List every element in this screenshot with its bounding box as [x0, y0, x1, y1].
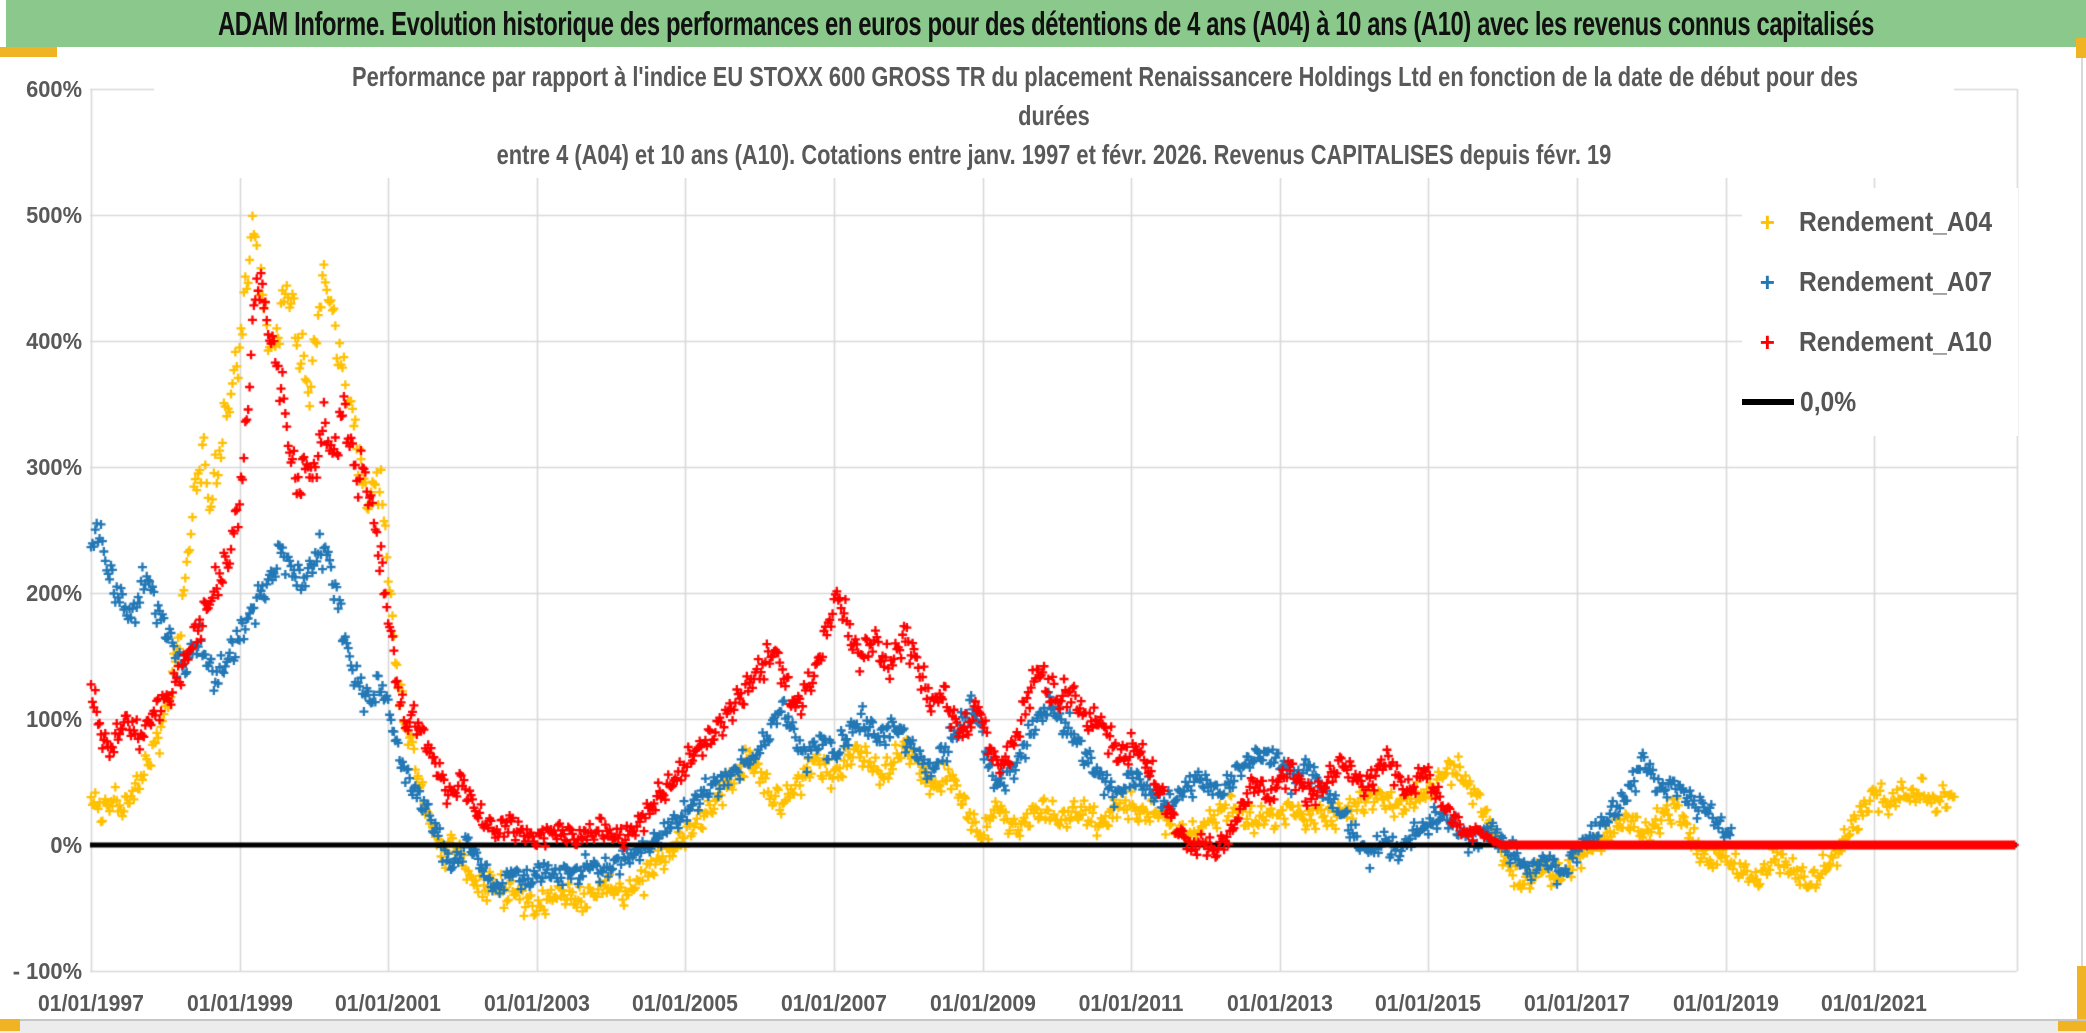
- bottom-strip: [0, 1019, 2086, 1033]
- chart-title: Performance par rapport à l'indice EU ST…: [154, 57, 1954, 178]
- x-tick-label: 01/01/2007: [781, 990, 887, 1016]
- legend-label: 0,0%: [1800, 386, 1857, 417]
- chart-title-line-3: entre 4 (A04) et 10 ans (A10). Cotations…: [496, 139, 1612, 170]
- gold-accent-top-right: [2076, 38, 2086, 58]
- gold-accent-under-banner: [0, 47, 57, 57]
- plus-marker-red-icon: +: [1759, 327, 1775, 357]
- x-tick-label: 01/01/2011: [1078, 990, 1184, 1016]
- legend-item-rendement-a04[interactable]: + Rendement_A04: [1742, 192, 2018, 252]
- y-tick-label: - 100%: [12, 958, 83, 984]
- y-tick-label: 600%: [26, 76, 82, 102]
- x-tick-label: 01/01/2003: [483, 990, 590, 1016]
- gold-accent-bottom-left: [0, 1019, 20, 1031]
- plus-marker-blue-icon: +: [1759, 267, 1775, 297]
- title-banner: ADAM Informe. Evolution historique des p…: [6, 0, 2086, 47]
- y-tick-label: 300%: [26, 454, 82, 480]
- x-tick-label: 01/01/2005: [632, 990, 739, 1016]
- x-tick-label: 01/01/2013: [1226, 990, 1333, 1016]
- slide-right-border: [2081, 50, 2083, 966]
- chart-title-line-1: Performance par rapport à l'indice EU ST…: [352, 61, 1859, 92]
- y-tick-label: 500%: [26, 202, 82, 228]
- legend-label: Rendement_A07: [1798, 266, 1992, 297]
- legend-item-zero-line[interactable]: 0,0%: [1742, 372, 2018, 432]
- x-tick-label: 01/01/2017: [1524, 990, 1630, 1016]
- gold-accent-right-strip: [2077, 966, 2086, 1031]
- chart-legend: + Rendement_A04 + Rendement_A07 + Rendem…: [1742, 188, 2018, 436]
- y-tick-label: 200%: [26, 580, 82, 606]
- x-tick-label: 01/01/1997: [38, 990, 144, 1016]
- legend-label: Rendement_A04: [1798, 206, 1992, 237]
- y-tick-label: 0%: [50, 832, 82, 858]
- x-tick-label: 01/01/1999: [186, 990, 293, 1016]
- x-tick-label: 01/01/2001: [335, 990, 442, 1016]
- x-tick-label: 01/01/2021: [1821, 990, 1928, 1016]
- zero-line-marker-icon: [1742, 399, 1794, 405]
- gold-accent-bottom-right: [2058, 1021, 2086, 1031]
- y-tick-label: 100%: [26, 706, 82, 732]
- y-tick-label: 400%: [26, 328, 82, 354]
- plus-marker-gold-icon: +: [1759, 207, 1775, 237]
- x-tick-label: 01/01/2015: [1375, 990, 1482, 1016]
- legend-item-rendement-a10[interactable]: + Rendement_A10: [1742, 312, 2018, 372]
- legend-label: Rendement_A10: [1798, 326, 1992, 357]
- chart-title-line-2: durées: [1018, 100, 1090, 131]
- x-tick-label: 01/01/2009: [929, 990, 1036, 1016]
- x-tick-label: 01/01/2019: [1672, 990, 1779, 1016]
- legend-item-rendement-a07[interactable]: + Rendement_A07: [1742, 252, 2018, 312]
- banner-title: ADAM Informe. Evolution historique des p…: [217, 4, 1875, 42]
